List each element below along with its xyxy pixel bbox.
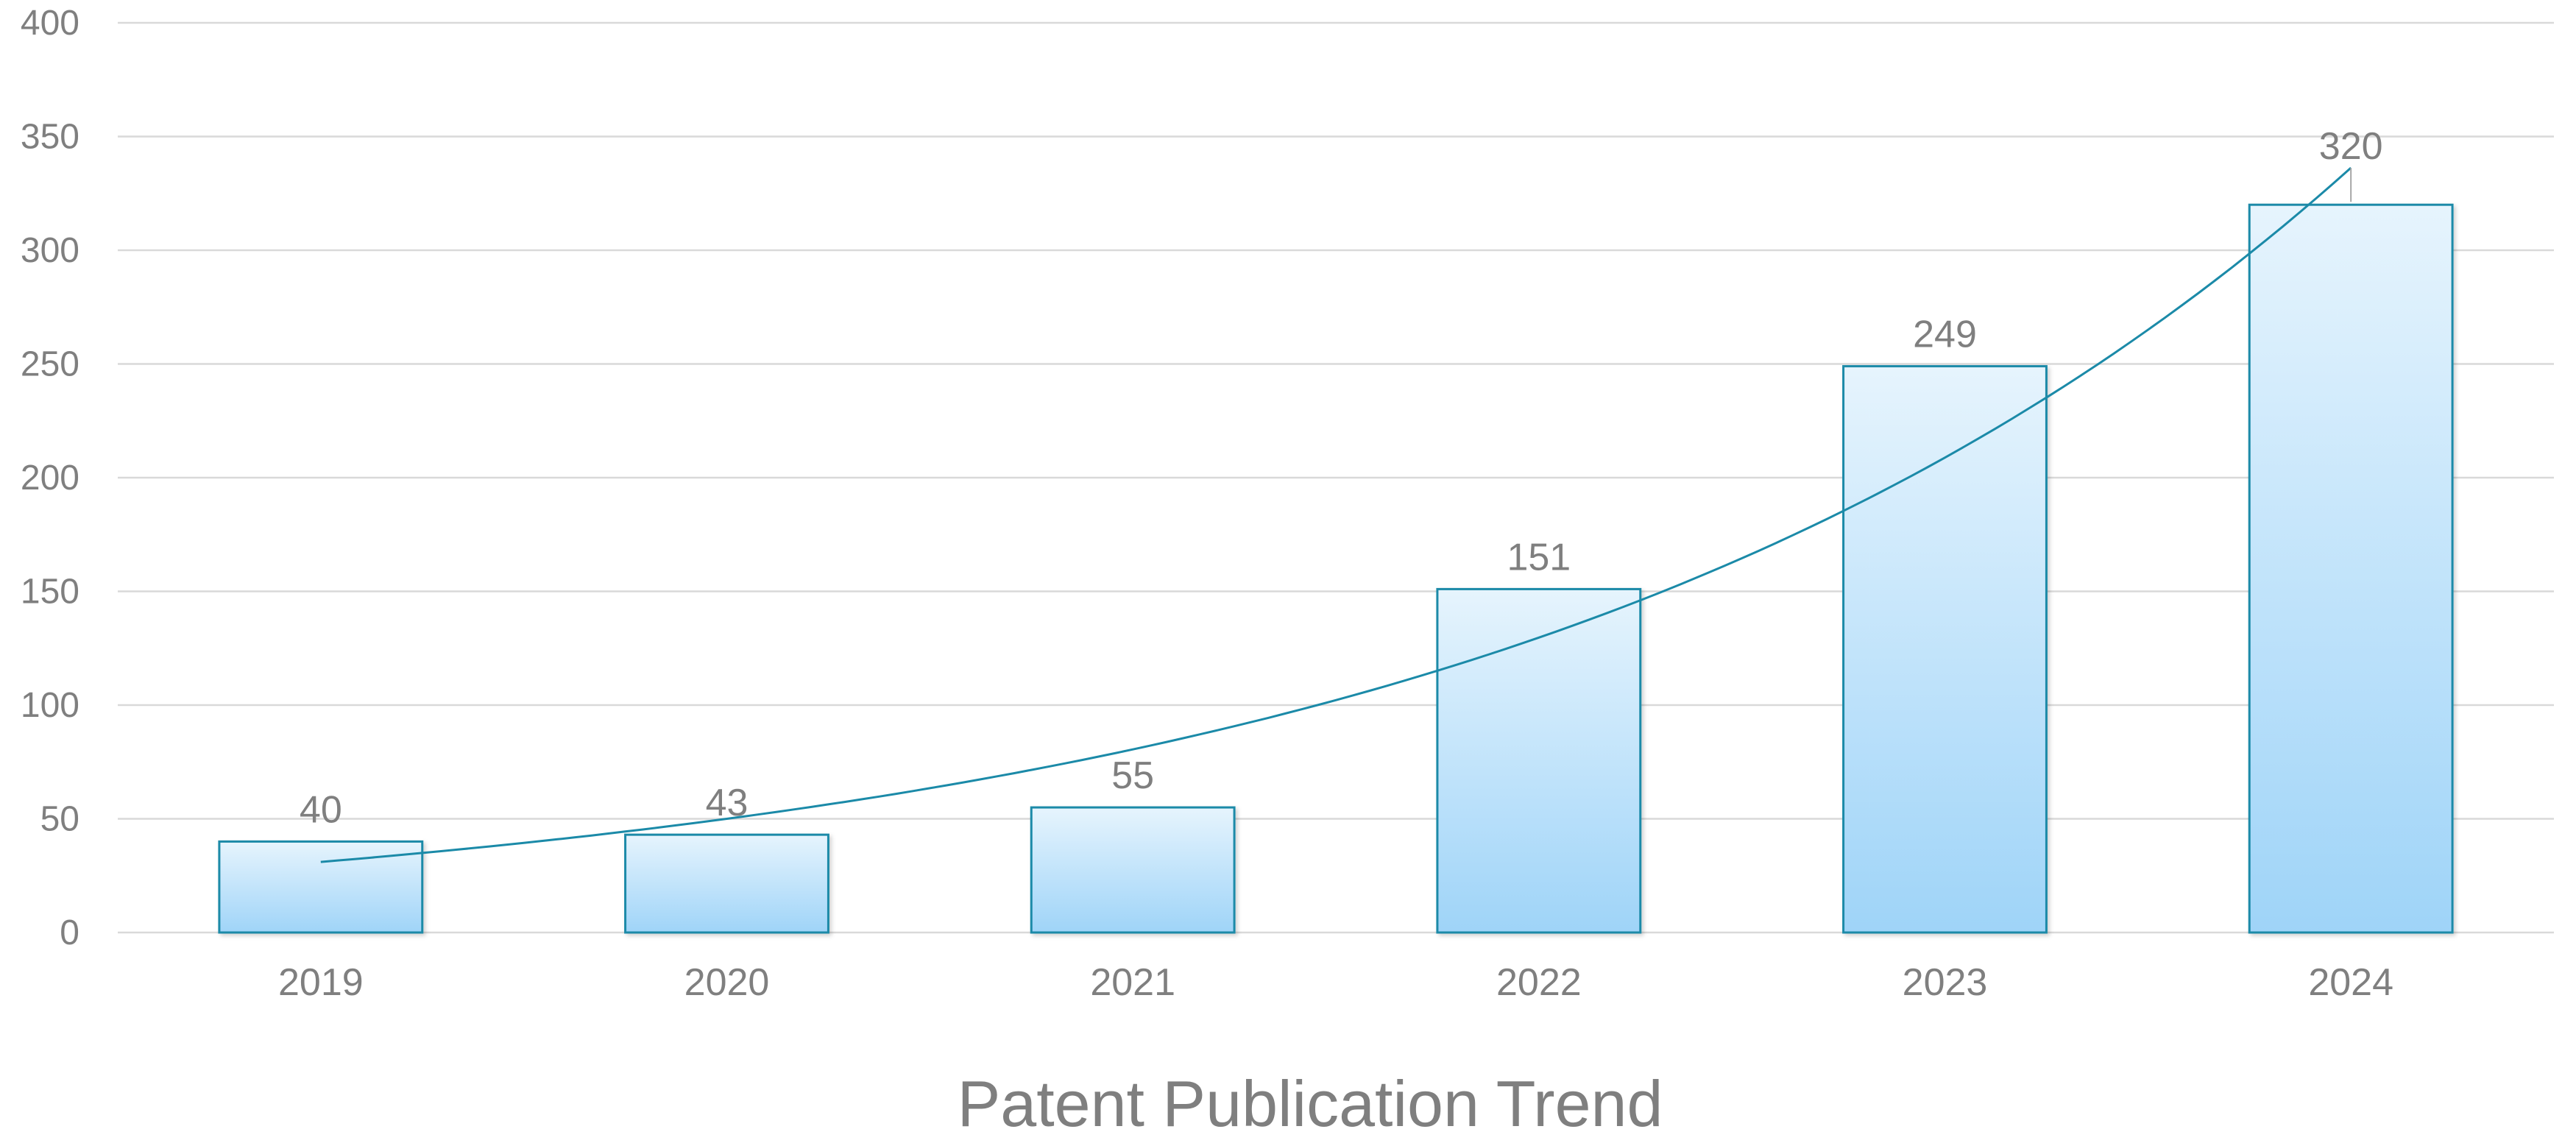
data-label: 151 <box>1507 536 1571 578</box>
x-tick-label: 2024 <box>2308 961 2393 1004</box>
trendline-group <box>320 166 2352 863</box>
bar-2024 <box>2248 203 2454 934</box>
x-tick-label: 2019 <box>278 961 364 1004</box>
data-label: 43 <box>706 782 749 824</box>
y-tick-label: 100 <box>21 686 79 725</box>
trendline <box>320 166 2352 863</box>
data-label: 249 <box>1913 314 1977 356</box>
bar-2023 <box>1842 365 2048 934</box>
bars <box>218 203 2454 934</box>
gridlines <box>118 21 2554 934</box>
bar-2021 <box>1030 806 1236 934</box>
y-tick-label: 250 <box>21 345 79 384</box>
x-axis-ticks: 2019 2020 2021 2022 2023 2024 <box>278 961 2393 1004</box>
y-tick-label: 150 <box>21 573 79 612</box>
x-tick-label: 2021 <box>1090 961 1175 1004</box>
y-tick-label: 300 <box>21 231 79 270</box>
x-tick-label: 2020 <box>684 961 770 1004</box>
y-tick-label: 0 <box>60 913 79 952</box>
y-axis-ticks: 0 50 100 150 200 250 300 350 400 <box>21 4 79 952</box>
data-label: 55 <box>1111 754 1154 797</box>
x-tick-label: 2022 <box>1496 961 1582 1004</box>
y-tick-label: 400 <box>21 4 79 43</box>
data-label: 40 <box>300 788 342 831</box>
chart-title: Patent Publication Trend <box>958 1067 1663 1140</box>
bar-2020 <box>624 833 829 934</box>
y-tick-label: 200 <box>21 459 79 498</box>
y-tick-label: 350 <box>21 118 79 157</box>
data-labels: 40 43 55 151 249 320 <box>300 125 2383 831</box>
bar-2022 <box>1436 587 1642 934</box>
y-tick-label: 50 <box>40 800 79 839</box>
data-label: 320 <box>2319 125 2383 168</box>
x-tick-label: 2023 <box>1903 961 1988 1004</box>
